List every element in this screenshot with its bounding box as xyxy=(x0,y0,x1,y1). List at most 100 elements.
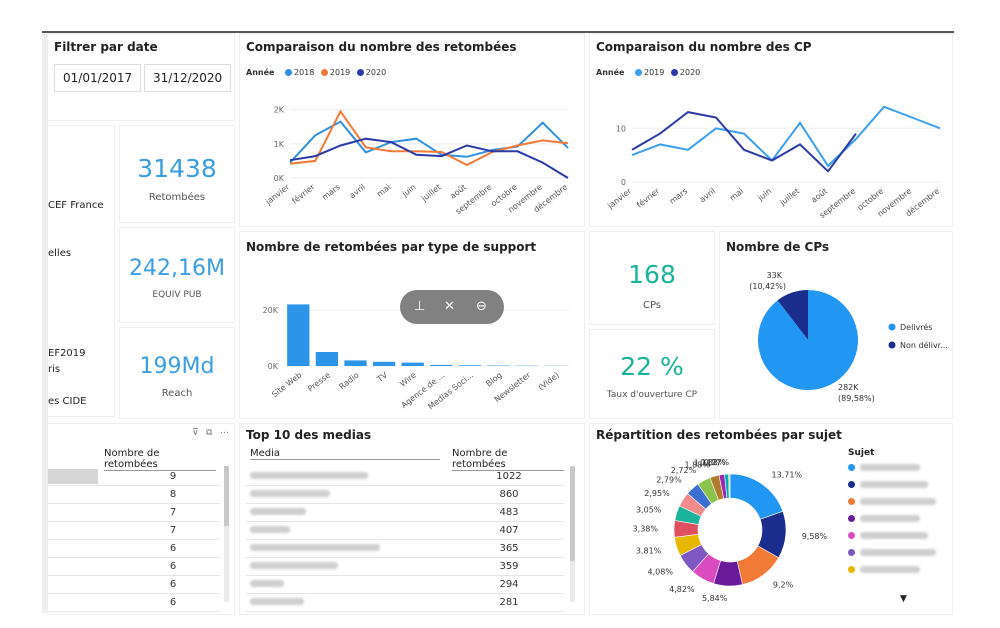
top-medias-table: 1022 860 483 407 365 359 294 281 xyxy=(246,468,564,612)
table-row[interactable]: 365 xyxy=(246,539,564,558)
table-cell-count: 9 xyxy=(126,468,220,486)
legend-dot xyxy=(848,515,855,522)
sujet-legend-item[interactable] xyxy=(848,496,938,508)
legend-dot-2020 xyxy=(670,69,678,76)
legend-title: Année xyxy=(246,68,275,77)
table-row[interactable]: 9 xyxy=(48,468,220,486)
table-cell-count: 6 xyxy=(126,539,220,558)
x-tick-label: Blog xyxy=(484,370,503,388)
table-row[interactable]: 6 xyxy=(48,593,220,612)
table-row[interactable]: 7 xyxy=(48,503,220,522)
redacted-text xyxy=(250,544,380,551)
legend-scroll-down-icon[interactable]: ▼ xyxy=(900,594,907,604)
table-row[interactable]: 7 xyxy=(48,521,220,540)
kpi-retombees-card: 31438 Retombées xyxy=(120,126,234,222)
slicer-item[interactable]: CEF France xyxy=(48,200,104,211)
sujet-legend-item[interactable] xyxy=(848,530,938,542)
sujet-legend-item[interactable] xyxy=(848,462,938,474)
top-medias-title: Top 10 des medias xyxy=(246,428,372,442)
legend-dot-2019 xyxy=(634,69,642,76)
more-options-icon[interactable]: … xyxy=(220,426,229,436)
sujet-legend-title: Sujet xyxy=(848,448,875,458)
more-options-icon[interactable]: ⊖ xyxy=(476,299,487,314)
data-label: 33K xyxy=(767,271,783,280)
x-tick-label: juillet xyxy=(778,186,802,207)
table-row[interactable]: 294 xyxy=(246,575,564,594)
table-row[interactable]: 281 xyxy=(246,593,564,612)
data-label: 1,11% xyxy=(694,459,720,468)
legend-label-redacted xyxy=(860,566,920,573)
top-medias-panel: Top 10 des medias Media Nombre de retomb… xyxy=(240,424,584,614)
table-cell-redacted xyxy=(48,468,126,486)
sujet-legend-item[interactable] xyxy=(848,479,938,491)
left-slicer-panel: CEF France elles EF2019 ris es CIDE xyxy=(48,126,114,416)
donut-slice-15 xyxy=(728,473,731,499)
table-row[interactable]: 6 xyxy=(48,557,220,576)
table-row[interactable]: 860 xyxy=(246,485,564,504)
kpi-retombees-label: Retombées xyxy=(148,192,206,203)
table-row[interactable]: 6 xyxy=(48,575,220,594)
data-label: 0,82% xyxy=(700,458,726,467)
table-row[interactable]: 1022 xyxy=(246,468,564,486)
cps-pie-panel: Nombre de CPs 33K (10,42%) 282K (89,58%) Del… xyxy=(720,232,952,418)
cps-pie-chart[interactable]: 33K (10,42%) 282K (89,58%) Delivrés Non déliv… xyxy=(720,232,952,418)
sujet-donut-chart[interactable]: 13,71% 9,58% 9,2% 5,84% 4,82% 4,08% 3,81% 3,38%… xyxy=(590,424,840,614)
cps-pie-title: Nombre de CPs xyxy=(726,240,830,254)
kpi-taux-label: Taux d'ouverture CP xyxy=(606,390,698,400)
top-medias-scrollbar[interactable] xyxy=(570,466,575,602)
slicer-item[interactable]: es CIDE xyxy=(48,396,87,407)
table-row[interactable]: 407 xyxy=(246,521,564,540)
retombees-line-chart[interactable]: 0K 1K 2K janvier février mars avril mai juin juil… xyxy=(240,34,584,226)
table-row[interactable]: 8 xyxy=(48,485,220,504)
table-row[interactable]: 483 xyxy=(246,503,564,522)
sujet-donut-panel: Répartition des retombées par sujet Suje… xyxy=(590,424,952,614)
end-date-field[interactable]: 31/12/2020 xyxy=(144,64,232,92)
x-tick-label: TV xyxy=(375,370,390,384)
retombees-line-panel: Comparaison du nombre des retombées Anné… xyxy=(240,34,584,226)
table-cell-count: 359 xyxy=(454,557,564,576)
legend-label-redacted xyxy=(860,481,928,488)
bar-5 xyxy=(430,364,453,366)
x-tick-label: août xyxy=(448,182,468,200)
bar-3 xyxy=(372,361,396,366)
support-bar-panel: Nombre de retombées par type de support … xyxy=(240,232,584,418)
data-label: 2,79% xyxy=(656,476,682,485)
media-name-redacted xyxy=(246,593,454,612)
redacted-text xyxy=(250,562,338,569)
legend-label-redacted xyxy=(860,515,920,522)
retombees-line-title: Comparaison du nombre des retombées xyxy=(246,40,517,54)
media-name-redacted xyxy=(246,521,454,540)
kpi-cps-card: 168 CPs xyxy=(590,232,714,324)
media-name-redacted xyxy=(246,485,454,504)
pin-icon[interactable]: ⊥ xyxy=(414,299,426,314)
table-cell-count: 6 xyxy=(126,575,220,594)
slicer-item[interactable]: elles xyxy=(48,248,72,259)
legend-label-2019: 2019 xyxy=(329,68,351,77)
x-tick-label: avril xyxy=(348,182,367,200)
table-row[interactable]: 6 xyxy=(48,539,220,558)
kpi-cps-value: 168 xyxy=(628,260,676,289)
redacted-text xyxy=(250,490,330,497)
filter-icon[interactable]: ⊽ xyxy=(192,428,199,438)
left-table-scrollbar[interactable] xyxy=(224,466,229,602)
pie-slice-0 xyxy=(758,290,858,390)
cp-line-chart[interactable]: 0 10 janvier février mars avril mai juin juillet… xyxy=(590,34,952,226)
focus-mode-icon[interactable]: ⧉ xyxy=(206,428,213,438)
y-tick-label: 0K xyxy=(274,174,285,183)
table-cell-count: 6 xyxy=(126,557,220,576)
table-row[interactable]: 359 xyxy=(246,557,564,576)
top-medias-col-media[interactable]: Media xyxy=(250,448,440,460)
mute-icon[interactable]: ✕ xyxy=(444,299,455,314)
sujet-legend-item[interactable] xyxy=(848,513,938,525)
start-date-field[interactable]: 01/01/2017 xyxy=(54,64,142,92)
slicer-item[interactable]: EF2019 xyxy=(48,348,86,359)
sujet-legend-item[interactable] xyxy=(848,564,938,576)
legend-title: Année xyxy=(596,68,625,77)
data-label: 1,88% xyxy=(685,461,711,470)
kpi-taux-value: 22 % xyxy=(620,352,684,381)
media-name-redacted xyxy=(246,539,454,558)
sujet-legend-item[interactable] xyxy=(848,547,938,559)
slicer-item[interactable]: ris xyxy=(48,364,61,375)
